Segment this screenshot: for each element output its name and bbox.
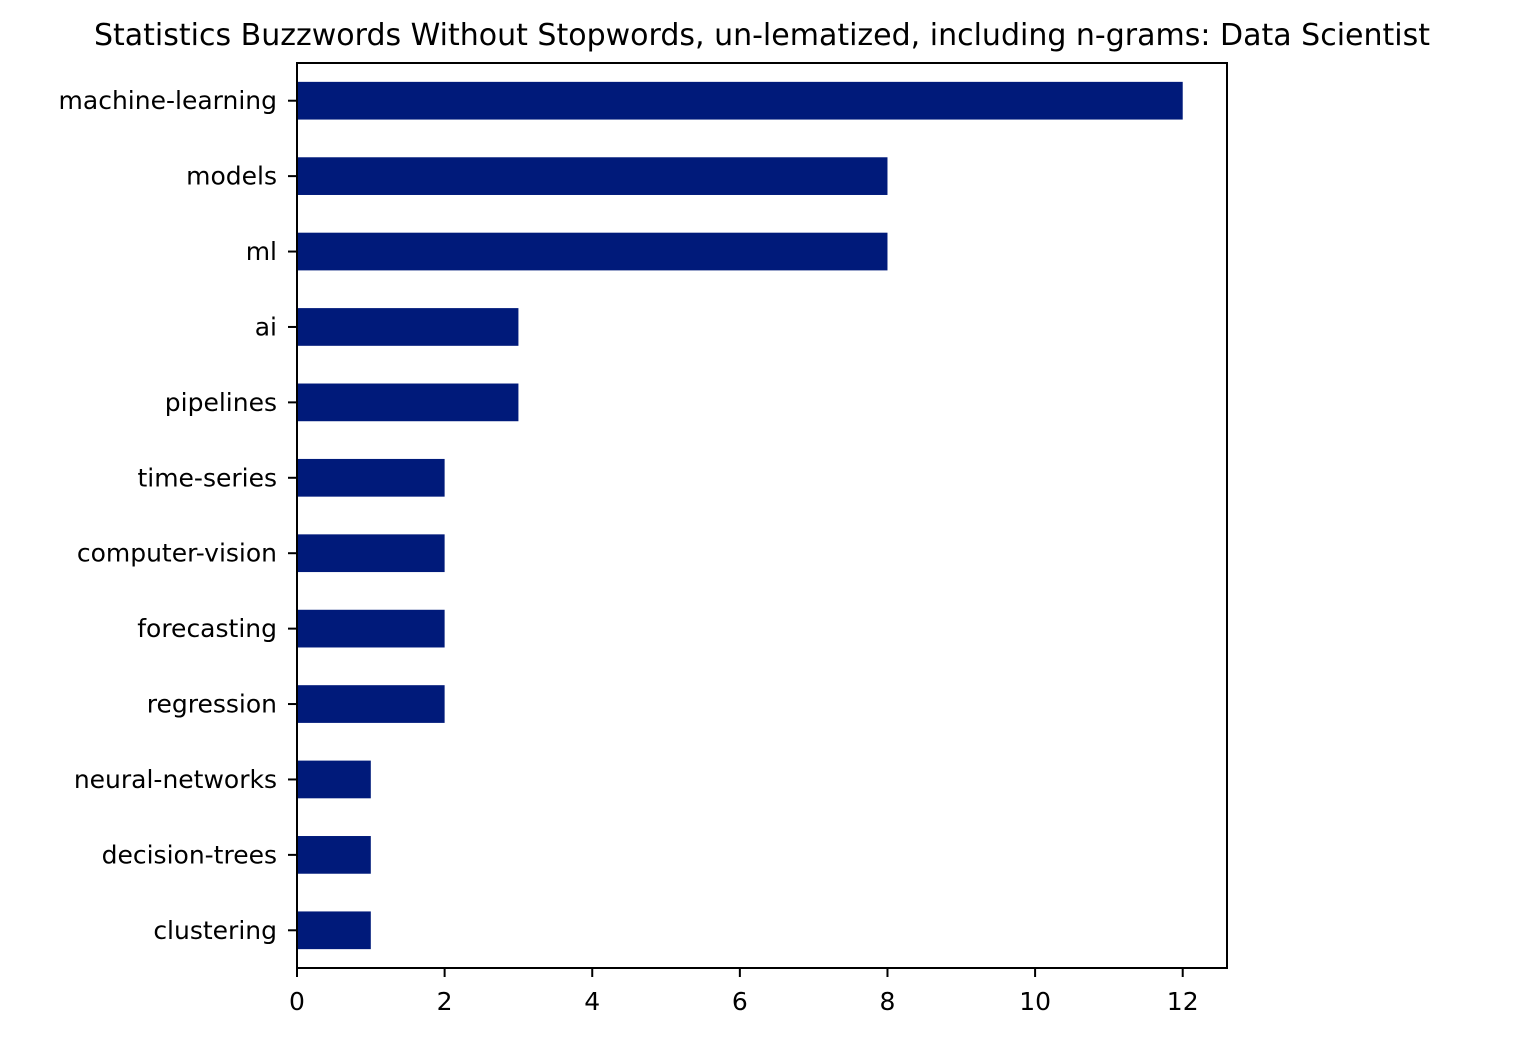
y-tick-label: clustering [153, 916, 277, 945]
bar-machine-learning [297, 81, 1183, 120]
bar-decision-trees [297, 836, 371, 874]
bar-forecasting [297, 609, 445, 648]
y-tick-label: ai [255, 312, 277, 341]
x-axis: 0 2 4 6 8 10 12 [289, 968, 1199, 1016]
x-tick-label: 8 [880, 987, 896, 1016]
chart-title: Statistics Buzzwords Without Stopwords, … [94, 18, 1430, 53]
y-tick-label: time-series [137, 463, 277, 492]
y-tick-label: pipelines [165, 388, 277, 417]
bar-neural-networks [297, 760, 371, 799]
y-tick-label: decision-trees [102, 840, 277, 869]
plot-frame [296, 62, 1228, 969]
x-tick-label: 12 [1167, 987, 1199, 1016]
bar-clustering [297, 911, 371, 950]
x-tick-label: 0 [289, 987, 305, 1016]
y-tick-label: computer-vision [77, 539, 277, 568]
y-tick-label: ml [246, 237, 277, 266]
x-tick-label: 4 [584, 987, 600, 1016]
bars-layer [297, 81, 1183, 950]
y-tick-label: forecasting [137, 614, 277, 643]
x-tick-label: 2 [437, 987, 453, 1016]
bar-computer-vision [297, 534, 445, 573]
bar-pipelines [297, 383, 519, 422]
bar-ai [297, 308, 519, 346]
bar-models [297, 157, 888, 195]
y-tick-label: regression [147, 690, 277, 719]
y-tick-label: neural-networks [74, 765, 277, 794]
bar-regression [297, 685, 445, 723]
x-tick-label: 10 [1019, 987, 1051, 1016]
y-axis: machine-learning models ml ai pipelines time-… [59, 86, 297, 945]
bar-time-series [297, 458, 445, 497]
x-tick-label: 6 [732, 987, 748, 1016]
y-tick-label: machine-learning [59, 86, 277, 115]
y-tick-label: models [186, 162, 277, 191]
bar-ml [297, 232, 888, 271]
